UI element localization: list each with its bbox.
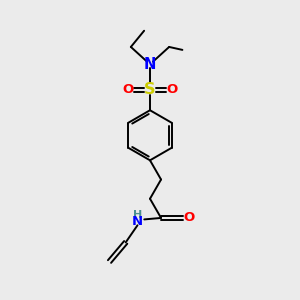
Text: O: O bbox=[166, 83, 177, 96]
Text: N: N bbox=[132, 215, 143, 228]
Text: O: O bbox=[183, 212, 195, 224]
Text: S: S bbox=[144, 82, 156, 97]
Text: H: H bbox=[133, 210, 142, 220]
Text: O: O bbox=[123, 83, 134, 96]
Text: N: N bbox=[144, 57, 156, 72]
